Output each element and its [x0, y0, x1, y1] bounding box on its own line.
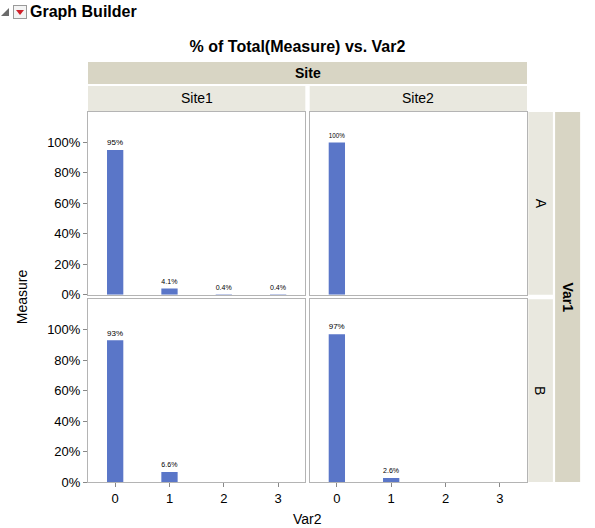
svg-text:95%: 95% [107, 138, 123, 147]
svg-text:100%: 100% [47, 135, 81, 150]
svg-text:2.6%: 2.6% [383, 467, 399, 474]
svg-text:60%: 60% [54, 383, 80, 398]
svg-text:Var1: Var1 [560, 282, 576, 312]
svg-text:40%: 40% [54, 226, 80, 241]
svg-text:A: A [533, 199, 549, 209]
svg-text:1: 1 [388, 491, 395, 506]
svg-text:3: 3 [496, 491, 503, 506]
svg-text:2: 2 [220, 491, 227, 506]
svg-text:60%: 60% [54, 196, 80, 211]
svg-text:0%: 0% [62, 475, 81, 490]
svg-text:40%: 40% [54, 414, 80, 429]
svg-text:4.1%: 4.1% [161, 278, 177, 285]
svg-text:0: 0 [112, 491, 119, 506]
svg-text:97%: 97% [329, 322, 345, 331]
svg-text:2: 2 [442, 491, 449, 506]
svg-text:100%: 100% [329, 132, 345, 139]
svg-text:20%: 20% [54, 444, 80, 459]
svg-text:3: 3 [275, 491, 282, 506]
svg-text:Var2: Var2 [293, 511, 322, 527]
svg-text:Site1: Site1 [181, 90, 213, 106]
svg-text:Measure: Measure [14, 269, 30, 324]
svg-text:1: 1 [166, 491, 173, 506]
svg-text:0.4%: 0.4% [216, 284, 232, 291]
svg-text:B: B [532, 386, 548, 395]
svg-text:6.6%: 6.6% [161, 461, 177, 468]
svg-text:0%: 0% [62, 287, 81, 302]
svg-text:80%: 80% [54, 353, 80, 368]
svg-text:100%: 100% [47, 322, 81, 337]
svg-text:93%: 93% [107, 329, 123, 338]
svg-text:0.4%: 0.4% [270, 284, 286, 291]
svg-text:20%: 20% [54, 257, 80, 272]
svg-text:Site2: Site2 [402, 90, 434, 106]
html-text:Graph Builder: Graph Builder [30, 3, 137, 20]
svg-text:% of Total(Measure) vs. Var2: % of Total(Measure) vs. Var2 [190, 38, 406, 55]
svg-text:0: 0 [333, 491, 340, 506]
svg-text:Site: Site [295, 65, 321, 81]
svg-text:80%: 80% [54, 165, 80, 180]
